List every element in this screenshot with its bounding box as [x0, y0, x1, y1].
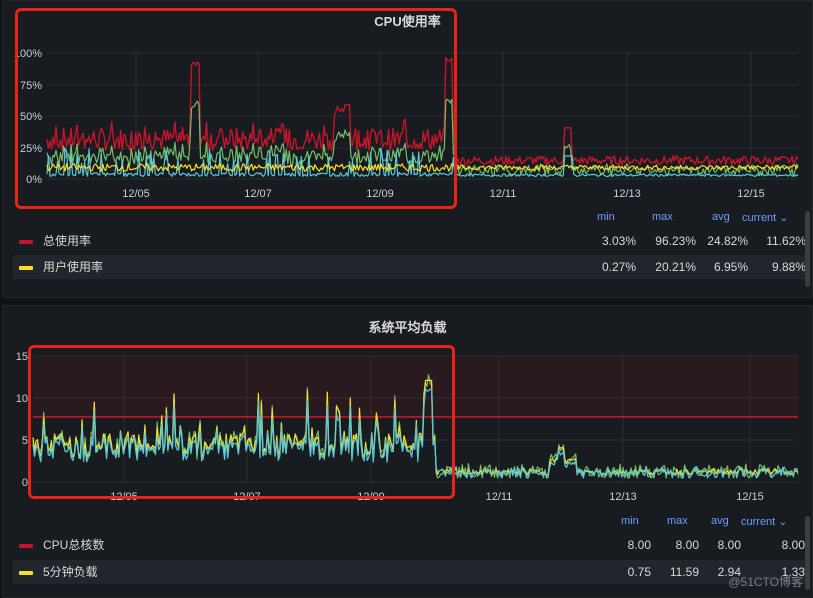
x-tick-label: 12/09: [366, 188, 394, 200]
y-tick-label: 15: [16, 351, 28, 363]
legend-min: 8.00: [627, 538, 651, 552]
series-line-user: [46, 163, 799, 172]
cpu-usage-panel: CPU使用率 0% 25% 50% 75% 100% 12/05 12/07 12/09 12/…: [2, 0, 813, 298]
legend-avg: 6.95%: [713, 260, 748, 274]
legend-header-avg[interactable]: avg: [711, 515, 729, 527]
x-tick-label: 12/11: [486, 491, 513, 503]
watermark: @51CTO博客: [728, 575, 803, 589]
legend-max: 8.00: [675, 538, 699, 552]
y-tick-label: 0%: [26, 174, 42, 186]
series-color-swatch: [19, 571, 33, 575]
series-line-load15: [32, 388, 799, 479]
legend-header-min[interactable]: min: [597, 211, 615, 223]
series-name: 5分钟负载: [43, 565, 98, 579]
x-tick-label: 12/15: [737, 188, 765, 200]
legend-header-max[interactable]: max: [667, 515, 688, 527]
series-line-iowait: [46, 147, 799, 177]
legend-min: 3.03%: [601, 234, 636, 248]
series-color-swatch: [19, 266, 33, 270]
legend-row-total[interactable]: 总使用率 3.03% 96.23% 24.82% 11.62%: [13, 229, 806, 253]
series-line-system: [46, 98, 799, 177]
x-tick-label: 12/05: [110, 491, 138, 503]
legend-min: 0.75: [627, 565, 651, 579]
panel-title[interactable]: 系统平均负载: [368, 320, 447, 335]
legend-max: 11.59: [669, 565, 699, 579]
legend-avg: 2.94: [717, 565, 741, 579]
y-tick-label: 50%: [20, 111, 42, 123]
legend-header-avg[interactable]: avg: [712, 211, 730, 223]
x-tick-label: 12/13: [609, 491, 637, 503]
load-average-chart[interactable]: 0 5 10 15 12/05 12/07 12/09 12/11 12/13 12/15: [3, 306, 812, 506]
x-tick-label: 12/11: [490, 188, 517, 200]
legend-avg: 8.00: [717, 538, 741, 552]
legend-scrollbar[interactable]: [805, 211, 810, 287]
legend-max: 20.21%: [655, 260, 696, 274]
series-name: 总使用率: [43, 234, 92, 248]
x-tick-label: 12/07: [244, 188, 272, 200]
legend-header-max[interactable]: max: [652, 211, 673, 223]
cpu-usage-chart[interactable]: 0% 25% 50% 75% 100% 12/05 12/07 12/09 12/11 12/13…: [3, 1, 812, 201]
legend-header-min[interactable]: min: [621, 515, 639, 527]
legend-header-current[interactable]: current ⌄: [741, 516, 788, 528]
legend-max: 96.23%: [655, 234, 696, 248]
y-tick-label: 25%: [20, 143, 42, 155]
legend-current: 1.33: [781, 565, 805, 579]
y-tick-label: 10: [16, 393, 28, 405]
y-tick-label: 0: [22, 477, 28, 489]
x-tick-label: 12/15: [736, 491, 764, 503]
x-tick-label: 12/05: [122, 188, 150, 200]
legend-header-current[interactable]: current ⌄: [742, 212, 789, 224]
legend-row-load5[interactable]: 5分钟负载 0.75 11.59 2.94 1.33: [13, 560, 806, 584]
legend-row-cpu-cores[interactable]: CPU总核数 8.00 8.00 8.00 8.00: [13, 533, 806, 557]
legend-current: 11.62%: [766, 234, 806, 248]
legend-current: 9.88%: [771, 260, 806, 274]
x-tick-label: 12/07: [233, 491, 261, 503]
x-tick-label: 12/09: [357, 491, 385, 503]
legend-avg: 24.82%: [707, 234, 748, 248]
y-tick-label: 5: [22, 435, 28, 447]
series-name: 用户使用率: [43, 260, 104, 274]
load-average-panel: 系统平均负载 0 5 10 15 12/05 12/07 12/09 12/11 12/13 12…: [2, 305, 813, 598]
legend-min: 0.27%: [601, 260, 636, 274]
panel-title[interactable]: CPU使用率: [374, 14, 441, 29]
legend-scrollbar[interactable]: [805, 516, 810, 590]
legend-row-user[interactable]: 用户使用率 0.27% 20.21% 6.95% 9.88%: [13, 255, 806, 279]
x-tick-label: 12/13: [613, 188, 641, 200]
series-color-swatch: [19, 544, 33, 548]
y-tick-label: 75%: [20, 80, 42, 92]
legend-current: 8.00: [781, 538, 805, 552]
series-line-total: [46, 56, 799, 166]
series-color-swatch: [19, 240, 33, 244]
series-name: CPU总核数: [43, 538, 105, 552]
threshold-region: [33, 356, 798, 417]
y-tick-label: 100%: [14, 48, 42, 60]
